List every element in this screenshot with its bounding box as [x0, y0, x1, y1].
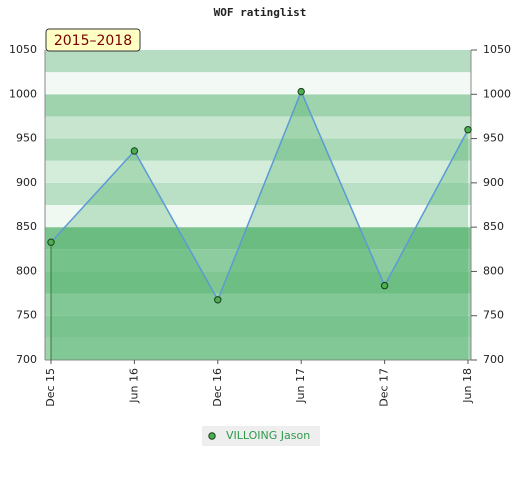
annotation-box [45, 28, 141, 52]
point [297, 87, 305, 96]
area [51, 91, 468, 360]
y-tick-label: 900 [16, 176, 37, 189]
chart-title: WOF ratinglist [214, 6, 307, 19]
y2-tick-label: 950 [483, 132, 504, 145]
x-tick-label: Dec 16 [211, 368, 224, 407]
plot-background [45, 50, 471, 360]
point [47, 238, 55, 246]
stripe [45, 182, 471, 205]
x-tick-label: Jun 17 [294, 368, 307, 404]
y2-tick-label: 850 [483, 220, 504, 233]
stripe [45, 315, 471, 338]
point [380, 281, 389, 290]
y-tick-label: 800 [16, 264, 37, 277]
y-tick-label: 1050 [9, 43, 37, 56]
legend [202, 426, 320, 446]
legend-label: VILLOING Jason [226, 429, 310, 442]
stripe [45, 50, 471, 73]
stripe [45, 205, 471, 228]
y2-tick-label: 750 [483, 309, 504, 322]
line [50, 89, 469, 302]
stripe [45, 293, 471, 316]
y-tick-label: 850 [16, 220, 37, 233]
annotation: 2015–2018 [54, 33, 132, 49]
y-tick-label: 700 [16, 353, 37, 366]
x-tick-label: Jun 18 [461, 368, 474, 404]
stripe [45, 271, 471, 294]
y2-tick-label: 1050 [483, 43, 511, 56]
point [130, 147, 139, 155]
stripe [45, 94, 471, 117]
stripe [45, 138, 471, 161]
y2-tick-label: 900 [483, 176, 504, 189]
stripe [45, 227, 471, 250]
y-tick-label: 950 [16, 132, 37, 145]
x-tick-label: Dec 15 [44, 368, 57, 407]
x-tick-label: Dec 17 [378, 368, 391, 407]
point [214, 296, 222, 304]
y2-tick-label: 800 [483, 264, 504, 277]
stripe [45, 160, 471, 183]
stripe [45, 249, 471, 272]
stripe [45, 116, 471, 139]
legend-marker [208, 432, 216, 440]
stripe [45, 337, 471, 360]
y-tick-label: 1000 [9, 87, 37, 100]
y2-tick-label: 700 [483, 353, 504, 366]
x-tick-label: Jun 16 [127, 368, 140, 404]
y2-tick-label: 1000 [483, 87, 511, 100]
point [464, 126, 472, 134]
stripe [45, 72, 471, 95]
y-tick-label: 750 [16, 309, 37, 322]
